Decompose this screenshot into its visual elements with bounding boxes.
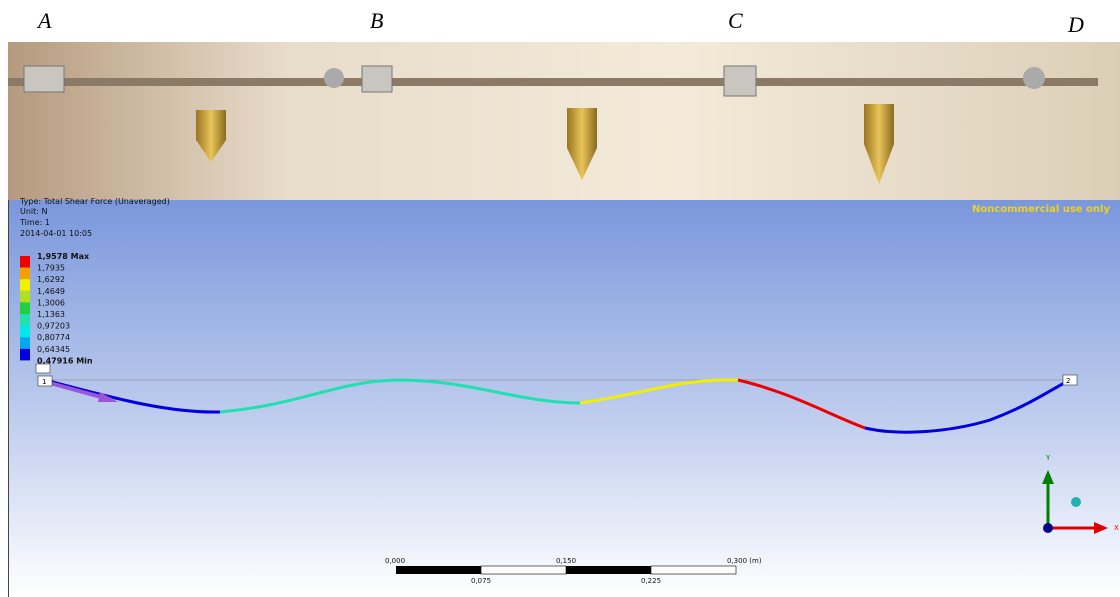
y-arrow (1042, 470, 1054, 484)
watermark: Noncommercial use only (972, 204, 1110, 215)
pulley (1023, 67, 1045, 89)
legend-label: 0,97203 (37, 322, 70, 331)
weight (567, 108, 597, 180)
legend-label: 1,6292 (37, 275, 65, 284)
scale-label: 0,150 (556, 557, 576, 565)
info: Time: 1 (19, 218, 50, 227)
info: 2014-04-01 10:05 (20, 229, 92, 238)
label: A (36, 8, 52, 33)
legend-label: 1,9578 Max (37, 252, 90, 261)
legend-swatch (20, 267, 30, 280)
segment (219, 378, 581, 414)
legend-swatch (20, 337, 30, 349)
label: B (370, 8, 383, 33)
legend-label: 0,64345 (37, 345, 70, 354)
clamp (361, 65, 393, 93)
scale-label: 0,075 (471, 577, 491, 585)
legend-swatch (20, 325, 30, 338)
info: Unit: N (20, 207, 48, 216)
z-axis (1043, 523, 1053, 533)
photo (8, 42, 1120, 200)
legend-label: 0,80774 (37, 333, 70, 342)
legend-swatch (20, 348, 30, 361)
legend-swatch (20, 279, 30, 291)
x-arrow (1094, 522, 1108, 534)
rod (8, 78, 1098, 86)
scale-seg (396, 566, 481, 574)
legend-label: 1,1363 (37, 310, 65, 319)
axis-label: X (1114, 524, 1119, 532)
node-marker (35, 363, 51, 374)
scale-label: 0,300 (m) (727, 557, 762, 565)
photo-bg (8, 42, 1120, 200)
legend-label: 1,4649 (37, 287, 65, 296)
scale-seg (650, 565, 737, 575)
legend-swatch (20, 290, 30, 303)
label: C (728, 8, 743, 33)
label: D (1067, 12, 1084, 37)
legend-label: 0,47916 Min (37, 356, 93, 365)
clamp (723, 65, 757, 97)
node-box (1062, 374, 1078, 386)
weight (864, 104, 894, 184)
weight (196, 110, 226, 162)
scale-label: 0,000 (385, 557, 405, 565)
legend: 1,9578 Max 1,7935 1,6292 1,4649 1,3006 1,1363… (20, 252, 93, 365)
node-label: 1 (42, 378, 46, 386)
segment (737, 378, 866, 430)
force-arrow-head (98, 392, 118, 402)
legend-label: 1,7935 (37, 264, 65, 273)
axis-label: Y (1045, 454, 1051, 462)
info: Type: Total Shear Force (Unaveraged) (19, 197, 170, 206)
legend-swatch (20, 256, 30, 268)
node-label: 2 (1066, 377, 1070, 385)
scale-seg (566, 566, 651, 574)
segment (864, 378, 1071, 434)
pulley (324, 68, 344, 88)
scale-label: 0,225 (641, 577, 661, 585)
legend-swatch (20, 302, 30, 314)
node-box (37, 375, 53, 387)
legend-label: 1,3006 (37, 298, 65, 307)
segment (579, 378, 739, 405)
iso-sphere (1071, 497, 1081, 507)
clamp (23, 65, 65, 93)
scale-seg (480, 565, 567, 575)
legend-swatch (20, 314, 30, 326)
viewport (8, 200, 1120, 597)
